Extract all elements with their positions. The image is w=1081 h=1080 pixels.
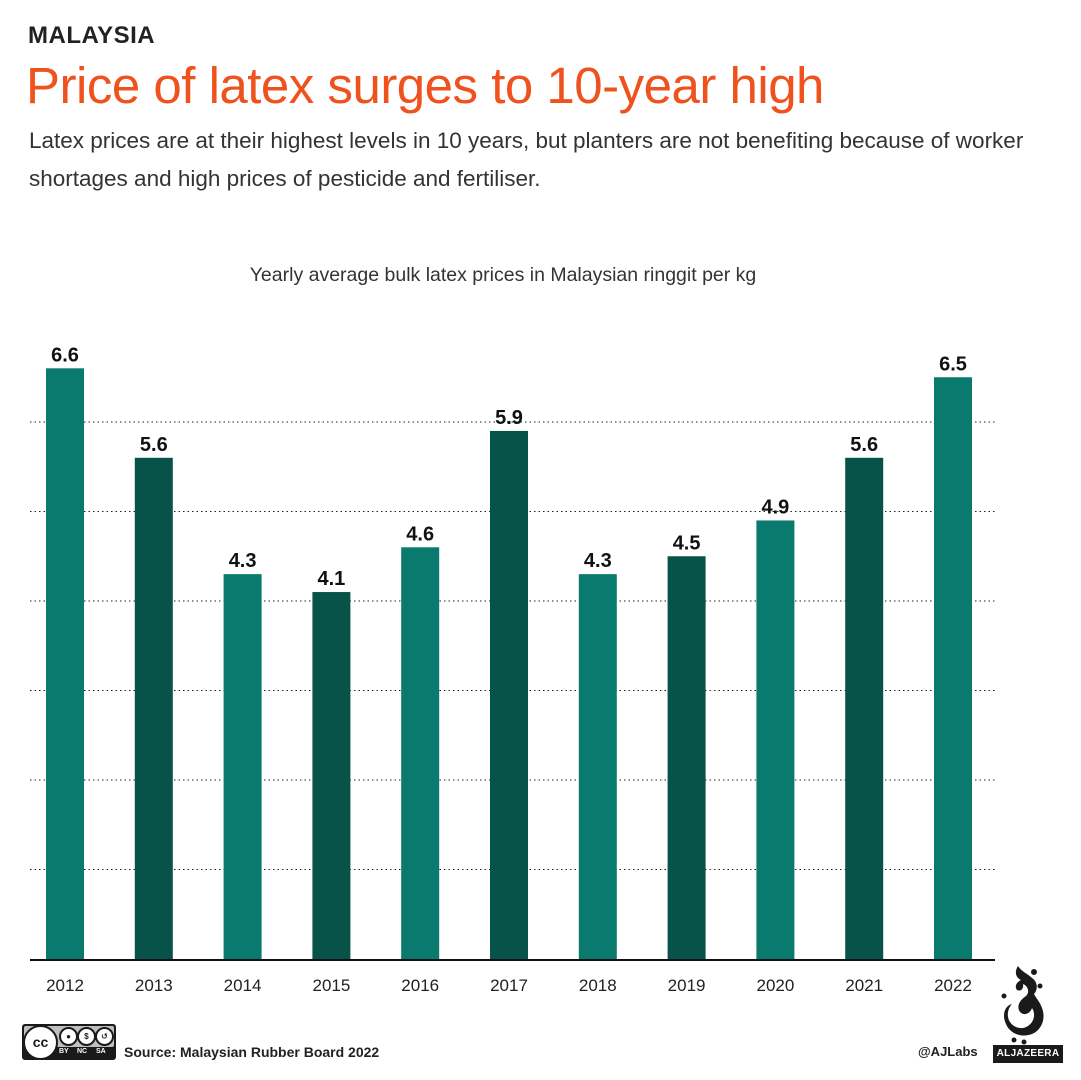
by-icon: ● <box>59 1027 78 1046</box>
x-tick-label: 2014 <box>224 976 262 995</box>
bar-2016 <box>401 547 440 959</box>
value-label: 5.6 <box>140 434 168 456</box>
cc-icon: cc <box>23 1025 58 1060</box>
bar-2021 <box>845 457 884 959</box>
x-tick-label: 2018 <box>579 976 617 995</box>
ajlabs-handle: @AJLabs <box>918 1044 978 1059</box>
x-tick-label: 2019 <box>668 976 706 995</box>
x-tick-label: 2015 <box>312 976 350 995</box>
bar-2012 <box>46 368 84 959</box>
nc-icon: $ <box>77 1027 96 1046</box>
value-label: 4.3 <box>584 550 612 572</box>
sa-label: SA <box>96 1048 106 1055</box>
x-tick-label: 2022 <box>934 976 972 995</box>
by-label: BY <box>59 1048 69 1055</box>
bar-2019 <box>667 556 706 959</box>
value-label: 5.6 <box>850 434 878 456</box>
bar-2015 <box>312 592 351 959</box>
sa-icon: ↺ <box>95 1027 114 1046</box>
value-label: 4.5 <box>673 532 701 554</box>
value-label: 4.3 <box>229 550 257 572</box>
x-tick-label: 2021 <box>845 976 883 995</box>
cc-license-badge: cc ● $ ↺ BY NC SA <box>22 1024 116 1060</box>
x-tick-label: 2016 <box>401 976 439 995</box>
bar-2020 <box>756 520 795 959</box>
value-label: 6.5 <box>939 353 967 375</box>
value-label: 4.6 <box>406 523 434 545</box>
x-tick-label: 2012 <box>46 976 84 995</box>
source-note: Source: Malaysian Rubber Board 2022 <box>124 1044 380 1060</box>
value-label: 4.9 <box>761 496 789 518</box>
value-label: 5.9 <box>495 407 523 429</box>
nc-label: NC <box>77 1048 88 1055</box>
value-label: 6.6 <box>51 344 79 366</box>
bar-2014 <box>223 574 262 959</box>
subtitle: Latex prices are at their highest levels… <box>29 128 1024 191</box>
bar-2013 <box>134 457 173 959</box>
bar-2022 <box>934 377 972 959</box>
kicker: MALAYSIA <box>28 22 156 49</box>
value-label: 4.1 <box>317 568 345 590</box>
bar-2018 <box>578 574 617 959</box>
page-title: Price of latex surges to 10-year high <box>26 57 824 114</box>
aljazeera-logo-icon <box>1001 966 1044 1045</box>
bar-2017 <box>490 430 528 959</box>
x-tick-label: 2017 <box>490 976 528 995</box>
chart-title: Yearly average bulk latex prices in Mala… <box>249 264 757 286</box>
aljazeera-wordmark: ALJAZEERA <box>993 1045 1063 1063</box>
x-tick-label: 2013 <box>135 976 173 995</box>
x-tick-label: 2020 <box>756 976 794 995</box>
